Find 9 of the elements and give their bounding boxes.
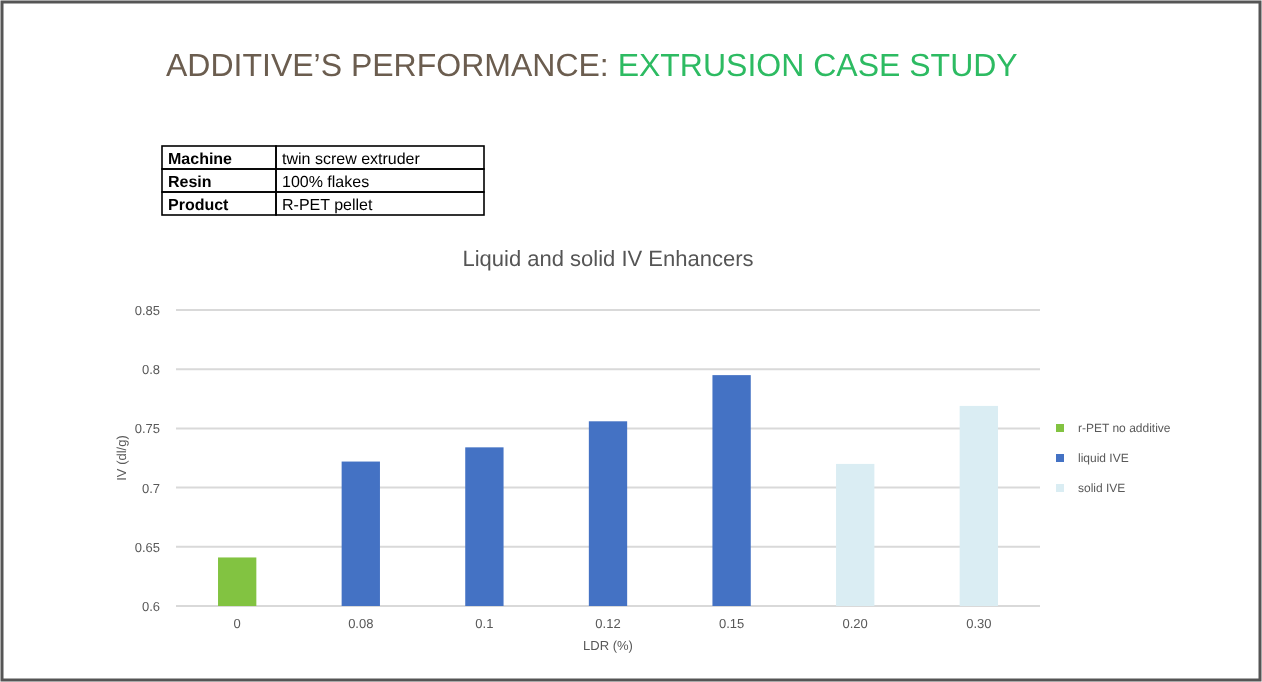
text: Machine bbox=[168, 150, 234, 168]
text: Resin bbox=[168, 173, 212, 191]
text: 100% flakes bbox=[282, 173, 370, 191]
text: Product bbox=[168, 196, 230, 214]
text: EXTRUSION CASE STUDY bbox=[617, 50, 1019, 84]
chart-title: Liquid and solid IV Enhancers bbox=[462, 248, 755, 272]
text: R-PET pellet bbox=[282, 196, 374, 214]
text: ADDITIVE’S PERFORMANCE: bbox=[166, 50, 618, 84]
text: twin screw extruder bbox=[282, 150, 421, 168]
